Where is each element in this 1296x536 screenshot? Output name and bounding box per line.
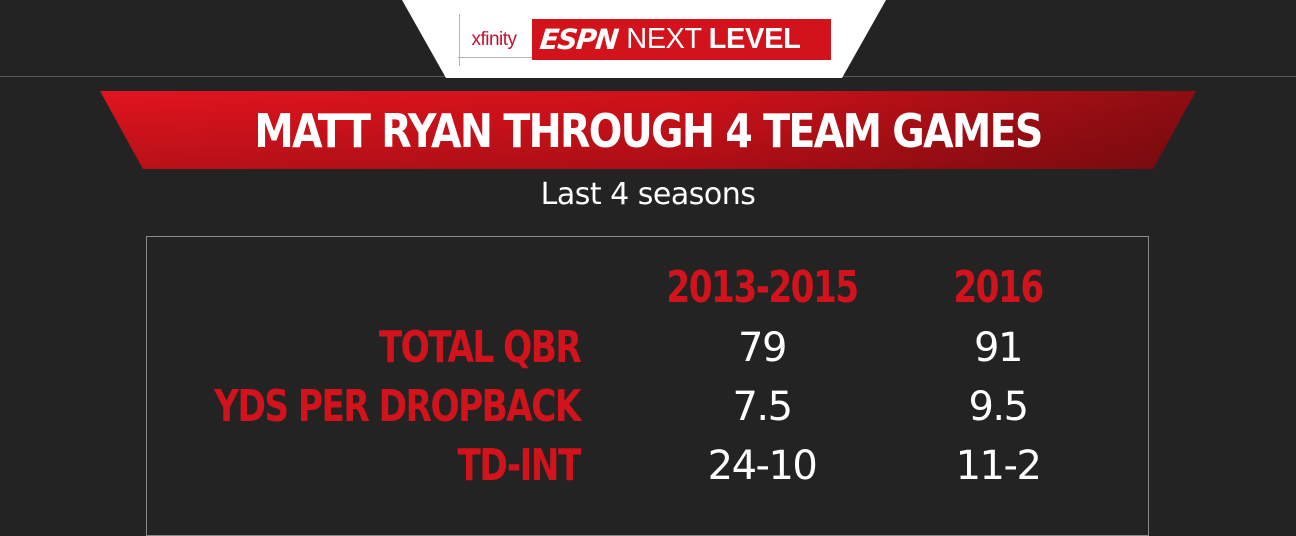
logo-guide-line — [458, 57, 532, 58]
row-label: TD-INT — [457, 440, 582, 491]
table-cell: 91 — [974, 325, 1023, 371]
column-header: 2016 — [953, 262, 1044, 313]
xfinity-logo: xfinity — [471, 29, 517, 50]
page-title: MATT RYAN THROUGH 4 TEAM GAMES — [254, 104, 1043, 158]
title-banner-background — [100, 91, 1196, 169]
row-label: TOTAL QBR — [378, 322, 582, 373]
logo-guide-line — [459, 14, 460, 66]
logo-next-word: NEXT — [626, 23, 702, 55]
row-label: YDS PER DROPBACK — [214, 381, 581, 432]
table-cell: 24-10 — [707, 443, 818, 489]
column-header: 2013-2015 — [666, 262, 859, 313]
table-cell: 11-2 — [955, 443, 1042, 489]
table-cell: 9.5 — [968, 384, 1029, 430]
page-subtitle: Last 4 seasons — [540, 177, 756, 212]
table-cell: 79 — [738, 325, 787, 371]
table-cell: 7.5 — [732, 384, 793, 430]
logo-level-word: LEVEL — [708, 23, 801, 55]
espn-next-level-logo: ESPN NEXT LEVEL — [532, 19, 831, 60]
